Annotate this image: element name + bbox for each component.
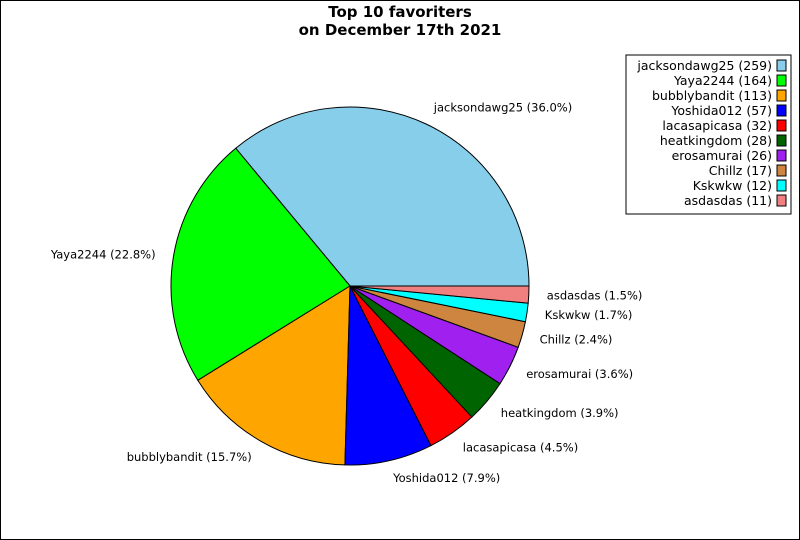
legend-label-asdasdas: asdasdas (11) (684, 193, 772, 208)
legend-swatch-jacksondawg25 (776, 59, 787, 72)
legend-label-bubblybandit: bubblybandit (113) (652, 88, 772, 103)
legend-label-yoshida012: Yoshida012 (57) (670, 103, 772, 118)
pie-slice-jacksondawg25 (235, 106, 530, 287)
legend-swatch-heatkingdom (776, 134, 787, 147)
legend-label-lacasapicasa: lacasapicasa (32) (662, 118, 772, 133)
legend-box (625, 54, 792, 215)
slice-label-asdasdas: asdasdas (1.5%) (547, 289, 643, 303)
slice-label-erosamurai: erosamurai (3.6%) (526, 367, 633, 381)
legend-swatch-lacasapicasa (776, 119, 787, 132)
slice-label-yoshida012: Yoshida012 (7.9%) (392, 471, 500, 485)
legend-label-erosamurai: erosamurai (26) (672, 148, 772, 163)
chart-title-line2: on December 17th 2021 (299, 21, 502, 39)
legend-swatch-yaya2244 (776, 74, 787, 87)
pie-slice-bubblybandit (197, 285, 351, 466)
legend-swatch-bubblybandit (776, 89, 787, 102)
chart-title-line1: Top 10 favoriters (328, 3, 472, 21)
slice-labels: jacksondawg25 (36.0%) Yaya2244 (22.8%) bub… (50, 101, 643, 486)
slice-label-heatkingdom: heatkingdom (3.9%) (501, 406, 619, 420)
slice-label-jacksondawg25: jacksondawg25 (36.0%) (433, 101, 572, 115)
slice-label-lacasapicasa: lacasapicasa (4.5%) (463, 441, 578, 455)
slice-label-chillz: Chillz (2.4%) (540, 333, 613, 347)
pie-slice-asdasdas (349, 285, 530, 304)
slice-label-kskwkw: Kskwkw (1.7%) (545, 308, 633, 322)
legend-swatch-asdasdas (776, 194, 787, 207)
pie-slice-yaya2244 (170, 147, 351, 381)
legend-label-yaya2244: Yaya2244 (164) (673, 73, 772, 88)
legend-swatch-chillz (776, 164, 787, 177)
legend-label-heatkingdom: heatkingdom (28) (660, 133, 772, 148)
slice-label-yaya2244: Yaya2244 (22.8%) (50, 247, 156, 261)
legend-swatch-erosamurai (776, 149, 787, 162)
legend-swatch-kskwkw (776, 179, 787, 192)
legend-label-kskwkw: Kskwkw (12) (693, 178, 772, 193)
legend: jacksondawg25 (259)Yaya2244 (164)bubblyb… (625, 54, 792, 215)
legend-label-chillz: Chillz (17) (709, 163, 772, 178)
pie-slices (170, 106, 530, 466)
legend-label-jacksondawg25: jacksondawg25 (259) (636, 58, 772, 73)
slice-label-bubblybandit: bubblybandit (15.7%) (127, 450, 252, 464)
legend-swatch-yoshida012 (776, 104, 787, 117)
